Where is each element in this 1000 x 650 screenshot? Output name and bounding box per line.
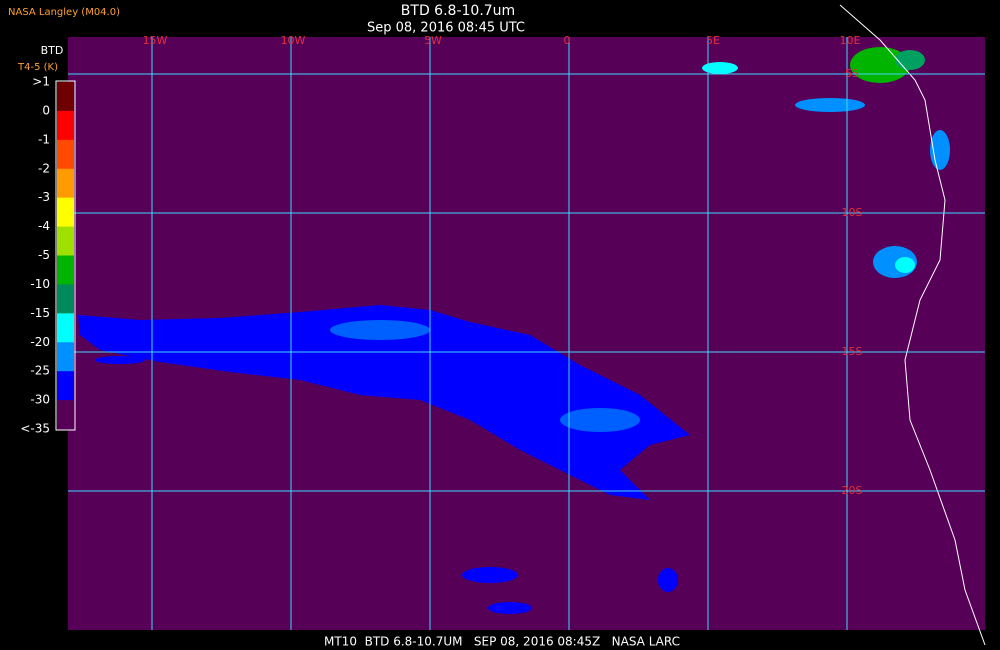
colorbar-label: -3 bbox=[38, 190, 50, 204]
colorbar-swatch bbox=[57, 110, 74, 141]
colorbar-swatch bbox=[57, 371, 74, 401]
graticule bbox=[68, 37, 985, 630]
colorbar-label: -2 bbox=[38, 161, 50, 175]
footer: MT10 BTD 6.8-10.7UM SEP 08, 2016 08:45Z … bbox=[324, 635, 680, 649]
lat-label: 10S bbox=[842, 206, 863, 219]
colorbar-label: -10 bbox=[30, 277, 50, 291]
colorbar-label: -30 bbox=[30, 393, 50, 407]
colorbar-label: -5 bbox=[38, 248, 50, 262]
colorbar-label: >1 bbox=[32, 75, 50, 89]
colorbar-label: <-35 bbox=[20, 422, 50, 436]
lon-label: 5E bbox=[706, 34, 720, 47]
colorbar-frame bbox=[55, 80, 76, 431]
colorbar-label: -15 bbox=[30, 306, 50, 320]
title: BTD 6.8-10.7um bbox=[401, 3, 515, 19]
colorbar-swatch bbox=[57, 139, 74, 170]
cloud-highlights bbox=[330, 47, 950, 432]
colorbar-label: -4 bbox=[38, 219, 50, 233]
colorbar-swatch bbox=[57, 168, 74, 199]
lat-label: 5S bbox=[845, 67, 859, 80]
colorbar-title: BTD bbox=[41, 44, 64, 57]
lat-label: 20S bbox=[842, 484, 863, 497]
lon-label: 5W bbox=[424, 34, 442, 47]
coastline bbox=[839, 4, 986, 646]
colorbar-swatch bbox=[57, 400, 74, 430]
colorbar-swatch bbox=[57, 82, 74, 112]
colorbar: >1 0 -1 -2 -3 -4 -5 -10 -15 -20 -25 -30 <-35 bbox=[20, 75, 76, 436]
subtitle: Sep 08, 2016 08:45 UTC bbox=[367, 21, 525, 36]
cloud-field bbox=[78, 305, 690, 614]
lon-label: 0 bbox=[564, 34, 571, 47]
lon-label: 10E bbox=[840, 34, 861, 47]
colorbar-label: -20 bbox=[30, 335, 50, 349]
colorbar-label: -1 bbox=[38, 132, 50, 146]
colorbar-label: -25 bbox=[30, 364, 50, 378]
source: NASA Langley (M04.0) bbox=[8, 7, 120, 18]
colorbar-swatch bbox=[57, 226, 74, 256]
colorbar-units: T4-5 (K) bbox=[17, 62, 58, 73]
colorbar-label: 0 bbox=[42, 103, 50, 117]
colorbar-swatch bbox=[57, 284, 74, 314]
lon-label: 15W bbox=[143, 34, 168, 47]
lat-label: 15S bbox=[842, 345, 863, 358]
colorbar-swatch bbox=[57, 342, 74, 372]
colorbar-swatch bbox=[57, 255, 74, 285]
lon-label: 10W bbox=[281, 34, 306, 47]
colorbar-swatch bbox=[57, 313, 74, 343]
colorbar-swatch bbox=[57, 197, 74, 228]
